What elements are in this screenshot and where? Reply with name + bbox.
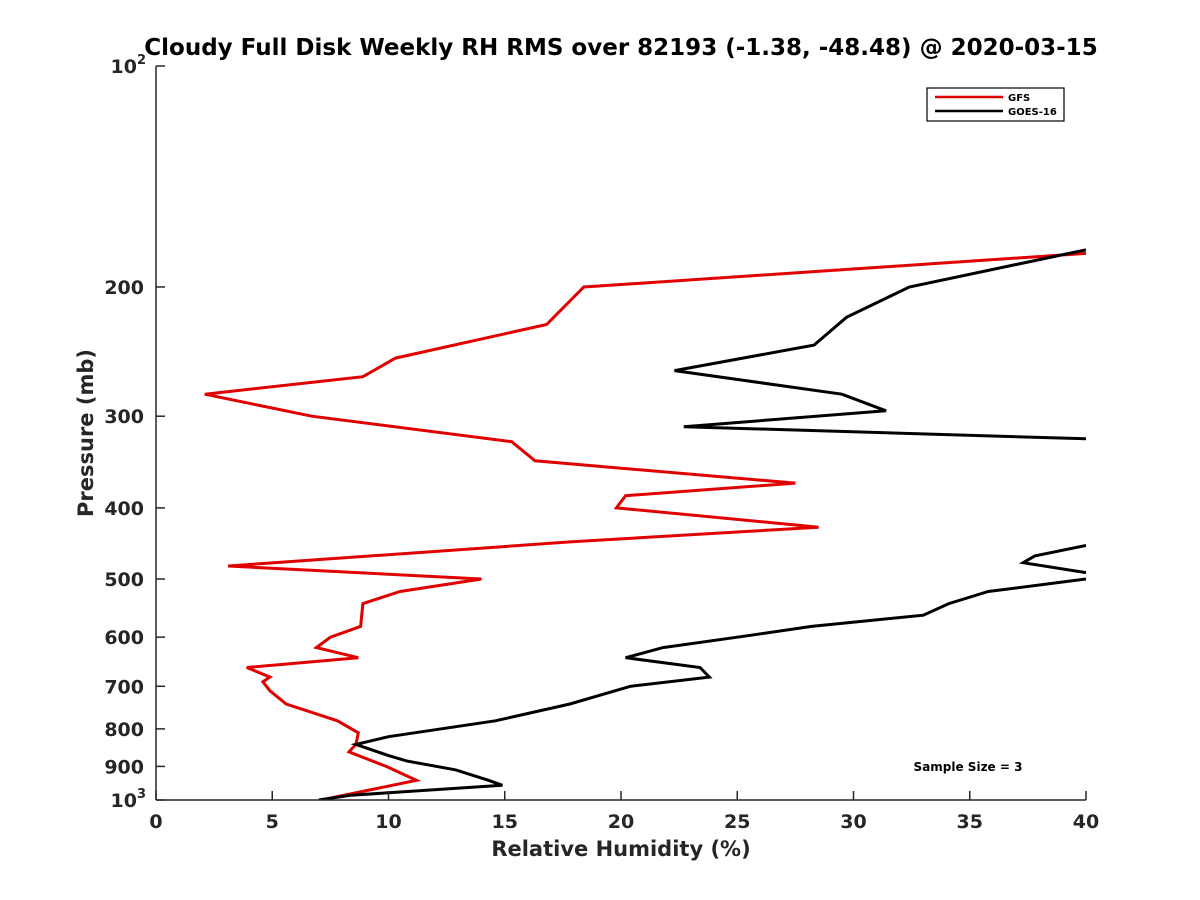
x-tick-label: 40 (1073, 811, 1099, 833)
x-axis-label: Relative Humidity (%) (491, 837, 750, 861)
legend-label-gfs: GFS (1008, 93, 1030, 104)
y-axis-label: Pressure (mb) (74, 349, 98, 517)
y-tick-label: 200 (104, 277, 144, 299)
chart-title: Cloudy Full Disk Weekly RH RMS over 8219… (144, 35, 1097, 61)
y-tick-label: 400 (104, 498, 144, 520)
legend-label-goes16: GOES-16 (1008, 107, 1057, 118)
sample-size-annotation: Sample Size = 3 (914, 760, 1023, 774)
plot-area: 0 5 10 15 20 25 30 35 40 102 200 300 400 500 600 700 80… (104, 53, 1099, 833)
x-ticks: 0 5 10 15 20 25 30 35 40 (149, 791, 1099, 833)
x-tick-label: 20 (608, 811, 634, 833)
y-ticks: 102 200 300 400 500 600 700 800 900 103 (104, 53, 165, 812)
series-line-goes16 (674, 248, 1086, 441)
series-line-goes16-segment-2 (318, 577, 1086, 800)
y-tick-label: 600 (104, 627, 144, 649)
legend: GFS GOES-16 (926, 87, 1065, 122)
series-layer (204, 248, 1086, 800)
x-tick-label: 35 (957, 811, 983, 833)
y-tick-label: 700 (104, 676, 144, 698)
y-tick-label: 900 (104, 756, 144, 778)
y-tick-label: 800 (104, 719, 144, 741)
legend-box (926, 87, 1065, 122)
x-tick-label: 25 (724, 811, 750, 833)
x-tick-label: 0 (149, 811, 162, 833)
x-tick-label: 30 (840, 811, 866, 833)
series-line-goes16-segment-1 (1018, 544, 1086, 575)
x-tick-label: 5 (266, 811, 279, 833)
x-tick-label: 15 (492, 811, 518, 833)
y-tick-label: 102 (111, 53, 147, 78)
y-tick-label: 500 (104, 569, 144, 591)
series-line-gfs (204, 251, 1086, 800)
x-tick-label: 10 (375, 811, 401, 833)
y-tick-label: 300 (104, 406, 144, 428)
y-tick-label: 103 (111, 787, 147, 812)
